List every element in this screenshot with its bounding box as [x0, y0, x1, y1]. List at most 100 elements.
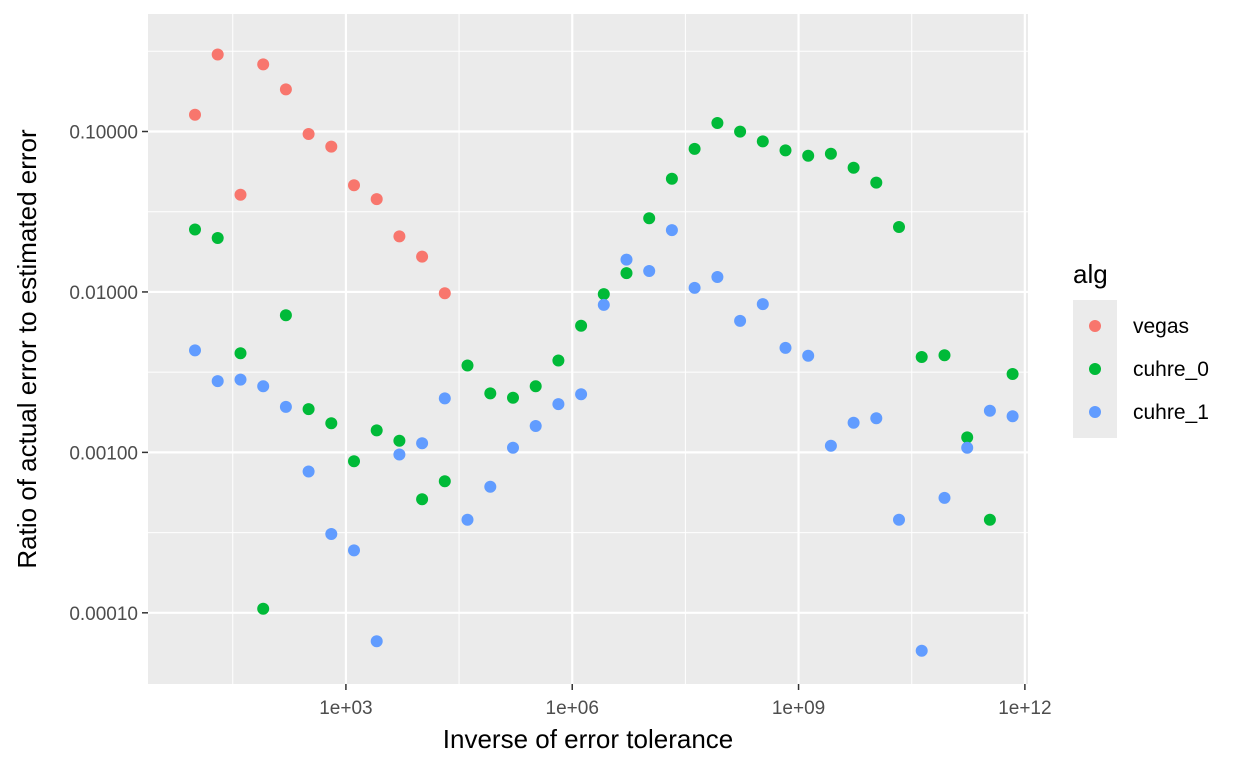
data-point [802, 349, 815, 362]
data-point [484, 480, 497, 493]
x-axis-title: Inverse of error tolerance [443, 724, 733, 754]
legend-title: alg [1073, 259, 1108, 289]
data-point [620, 267, 633, 280]
data-point [983, 404, 996, 417]
data-point [870, 176, 883, 189]
data-point [257, 602, 270, 615]
data-point [938, 491, 951, 504]
data-point [734, 314, 747, 327]
data-point [211, 232, 224, 244]
data-point [915, 644, 928, 657]
data-point [438, 287, 451, 300]
data-point [643, 265, 656, 277]
legend: alg vegas cuhre_0 cuhre_1 [1073, 259, 1209, 438]
y-tick-label: 0.01000 [69, 283, 138, 304]
data-point [211, 375, 224, 388]
data-point [847, 161, 860, 174]
data-point [893, 221, 905, 233]
data-point [325, 417, 338, 430]
data-point [393, 230, 406, 243]
data-point [756, 298, 769, 311]
data-point [302, 403, 315, 416]
data-point [688, 281, 701, 294]
x-tick-label: 1e+09 [772, 698, 825, 719]
data-point [529, 420, 542, 432]
data-point [552, 398, 565, 411]
data-point [847, 416, 860, 429]
x-axis: 1e+03 1e+06 1e+09 1e+12 [319, 684, 1052, 719]
data-point [779, 144, 792, 157]
x-tick-label: 1e+06 [546, 698, 599, 719]
y-tick-label: 0.10000 [69, 123, 138, 144]
data-point [461, 513, 474, 526]
data-point [370, 635, 383, 648]
data-point [348, 455, 360, 468]
data-point [234, 373, 247, 386]
data-point [1006, 410, 1019, 423]
data-point [348, 544, 360, 557]
y-axis-title: Ratio of actual error to estimated error [12, 129, 42, 569]
data-point [257, 380, 270, 393]
data-points [189, 48, 1019, 657]
data-point [938, 349, 951, 362]
series-vegas [189, 48, 451, 300]
data-point [983, 513, 996, 526]
data-point [416, 437, 429, 450]
legend-label-cuhre_1: cuhre_1 [1133, 401, 1209, 424]
data-point [438, 392, 451, 405]
data-point [711, 271, 724, 283]
data-point [189, 344, 201, 357]
data-point [348, 179, 360, 192]
data-point [302, 465, 315, 478]
data-point [575, 319, 588, 332]
data-point [961, 441, 974, 454]
data-point [711, 117, 724, 129]
data-point [870, 412, 883, 425]
major-gridlines [148, 14, 1028, 684]
data-point [279, 83, 292, 96]
data-point [189, 223, 201, 236]
data-point [915, 351, 928, 363]
data-point [893, 513, 905, 526]
data-point [824, 439, 837, 452]
data-point [620, 253, 633, 266]
x-tick-label: 1e+12 [998, 698, 1051, 719]
data-point [802, 149, 815, 162]
data-point [597, 298, 610, 311]
y-tick-label: 0.00100 [69, 443, 138, 464]
data-point [461, 359, 474, 372]
panel-background [148, 14, 1028, 684]
data-point [234, 188, 247, 201]
data-point [484, 387, 497, 400]
data-point [325, 528, 338, 540]
data-point [824, 147, 837, 160]
data-point [597, 288, 610, 301]
data-point [1006, 368, 1019, 380]
data-point [529, 380, 542, 393]
data-point [507, 391, 519, 404]
legend-label-cuhre_0: cuhre_0 [1133, 358, 1209, 381]
data-point [665, 172, 678, 185]
y-tick-label: 0.00010 [69, 604, 138, 625]
legend-key-cuhre_1 [1089, 406, 1101, 418]
data-point [279, 400, 292, 413]
data-point [665, 224, 678, 237]
series-cuhre_0 [189, 117, 1019, 615]
data-point [189, 108, 201, 121]
data-point [961, 431, 974, 444]
data-point [779, 341, 792, 354]
x-tick-label: 1e+03 [319, 698, 372, 719]
data-point [575, 388, 588, 401]
data-point [393, 448, 406, 461]
data-point [211, 48, 224, 61]
legend-key-cuhre_0 [1089, 363, 1101, 375]
data-point [257, 58, 270, 71]
y-axis: 0.00010 0.00100 0.01000 0.10000 [69, 123, 148, 625]
legend-label-vegas: vegas [1133, 315, 1189, 338]
data-point [393, 434, 406, 447]
data-point [756, 135, 769, 148]
series-cuhre_1 [189, 224, 1019, 657]
data-point [552, 354, 565, 367]
data-point [416, 493, 429, 506]
